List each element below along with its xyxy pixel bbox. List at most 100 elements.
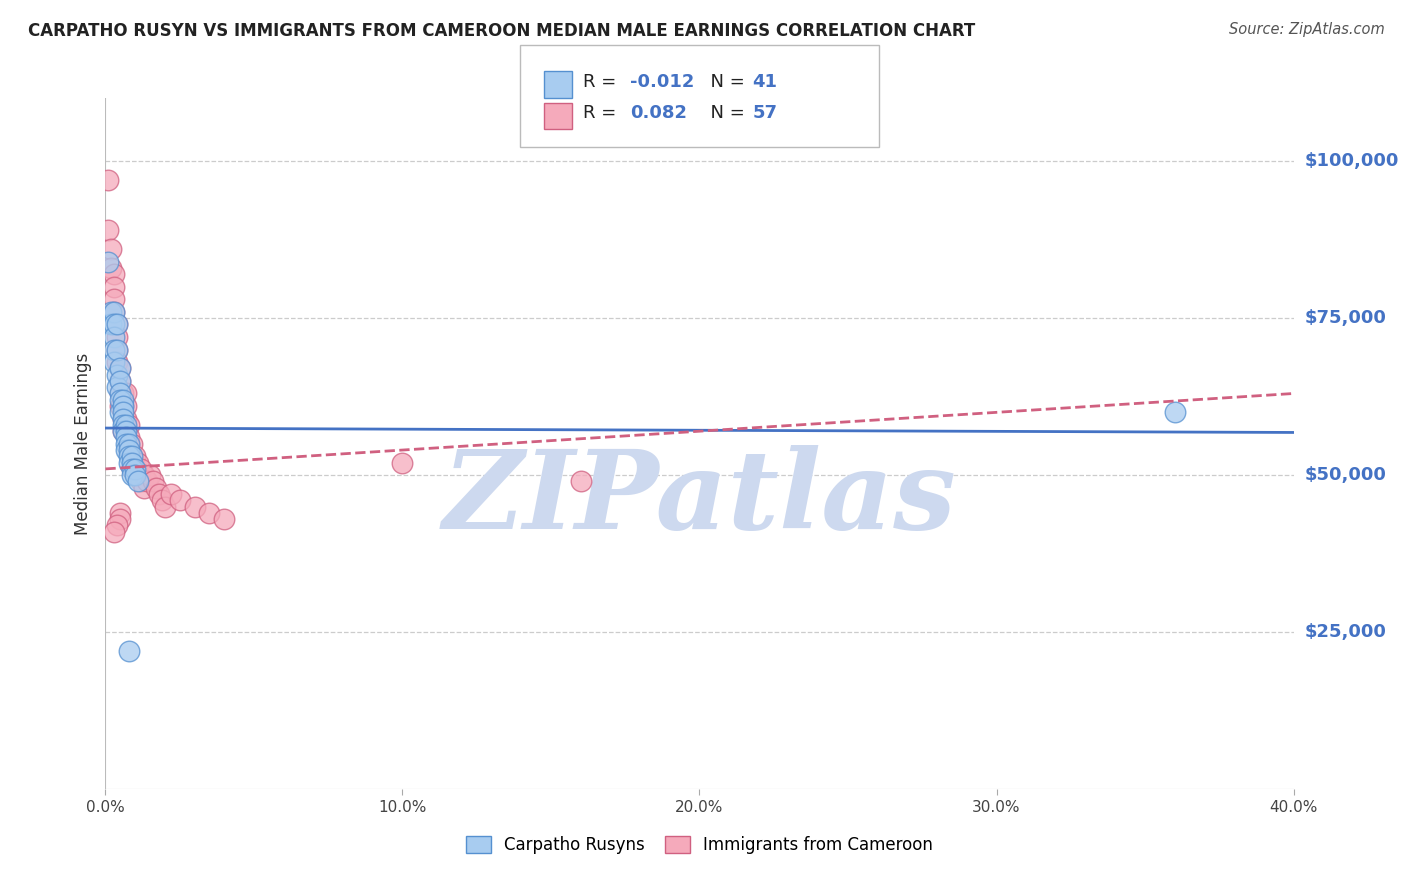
Point	[112, 399, 135, 413]
Point	[118, 456, 141, 470]
Point	[118, 443, 141, 458]
Point	[110, 386, 132, 401]
Point	[105, 368, 128, 382]
Point	[103, 355, 125, 369]
Text: R =: R =	[583, 104, 623, 122]
Point	[129, 475, 152, 489]
Point	[112, 386, 135, 401]
Point	[100, 305, 122, 319]
Point	[115, 411, 138, 425]
Point	[159, 487, 181, 501]
Point	[103, 318, 125, 332]
Point	[110, 386, 132, 401]
Point	[150, 493, 173, 508]
Point	[103, 305, 125, 319]
Point	[103, 279, 125, 293]
Point	[97, 173, 120, 187]
Point	[112, 417, 135, 432]
Text: N =: N =	[699, 104, 751, 122]
Point	[115, 424, 138, 438]
Point	[103, 267, 125, 281]
Point	[132, 481, 155, 495]
Point	[110, 374, 132, 388]
Point	[145, 481, 167, 495]
Point	[103, 292, 125, 306]
Point	[124, 468, 146, 483]
Point	[110, 374, 132, 388]
Text: $75,000: $75,000	[1305, 310, 1386, 327]
Point	[97, 223, 120, 237]
Text: $100,000: $100,000	[1305, 152, 1399, 170]
Point	[118, 437, 141, 451]
Point	[105, 318, 128, 332]
Point	[105, 343, 128, 357]
Text: CARPATHO RUSYN VS IMMIGRANTS FROM CAMEROON MEDIAN MALE EARNINGS CORRELATION CHAR: CARPATHO RUSYN VS IMMIGRANTS FROM CAMERO…	[28, 22, 976, 40]
Point	[115, 443, 138, 458]
Point	[105, 330, 128, 344]
Point	[105, 343, 128, 357]
Point	[103, 524, 125, 539]
Point	[121, 462, 143, 476]
Point	[110, 399, 132, 413]
Point	[127, 475, 149, 489]
Y-axis label: Median Male Earnings: Median Male Earnings	[75, 352, 93, 535]
Point	[110, 361, 132, 376]
Point	[115, 399, 138, 413]
Point	[112, 411, 135, 425]
Point	[1164, 405, 1187, 419]
Point	[139, 468, 162, 483]
Point	[105, 518, 128, 533]
Point	[569, 475, 592, 489]
Point	[136, 475, 159, 489]
Point	[115, 386, 138, 401]
Point	[115, 424, 138, 438]
Point	[115, 417, 138, 432]
Point	[112, 424, 135, 438]
Point	[112, 392, 135, 407]
Point	[97, 254, 120, 268]
Point	[169, 493, 191, 508]
Point	[183, 500, 205, 514]
Legend: Carpatho Rusyns, Immigrants from Cameroon: Carpatho Rusyns, Immigrants from Cameroo…	[460, 829, 939, 861]
Point	[121, 450, 143, 464]
Point	[112, 405, 135, 419]
Point	[110, 361, 132, 376]
Point	[110, 512, 132, 526]
Point	[118, 430, 141, 444]
Point	[100, 318, 122, 332]
Point	[100, 242, 122, 256]
Point	[124, 462, 146, 476]
Text: 41: 41	[752, 73, 778, 91]
Point	[118, 450, 141, 464]
Point	[127, 456, 149, 470]
Point	[118, 437, 141, 451]
Point	[103, 305, 125, 319]
Point	[105, 380, 128, 394]
Point	[105, 318, 128, 332]
Point	[129, 462, 152, 476]
Point	[100, 260, 122, 275]
Text: $50,000: $50,000	[1305, 467, 1386, 484]
Point	[118, 417, 141, 432]
Point	[121, 468, 143, 483]
Point	[198, 506, 221, 520]
Point	[121, 456, 143, 470]
Point	[148, 487, 170, 501]
Point	[214, 512, 236, 526]
Text: 0.082: 0.082	[630, 104, 688, 122]
Point	[110, 506, 132, 520]
Point	[110, 405, 132, 419]
Text: Source: ZipAtlas.com: Source: ZipAtlas.com	[1229, 22, 1385, 37]
Point	[121, 437, 143, 451]
Point	[115, 430, 138, 444]
Point	[110, 392, 132, 407]
Point	[105, 355, 128, 369]
Point	[124, 450, 146, 464]
Point	[103, 330, 125, 344]
Point	[112, 424, 135, 438]
Point	[112, 399, 135, 413]
Point	[142, 475, 165, 489]
Text: $25,000: $25,000	[1305, 624, 1386, 641]
Point	[115, 437, 138, 451]
Point	[112, 411, 135, 425]
